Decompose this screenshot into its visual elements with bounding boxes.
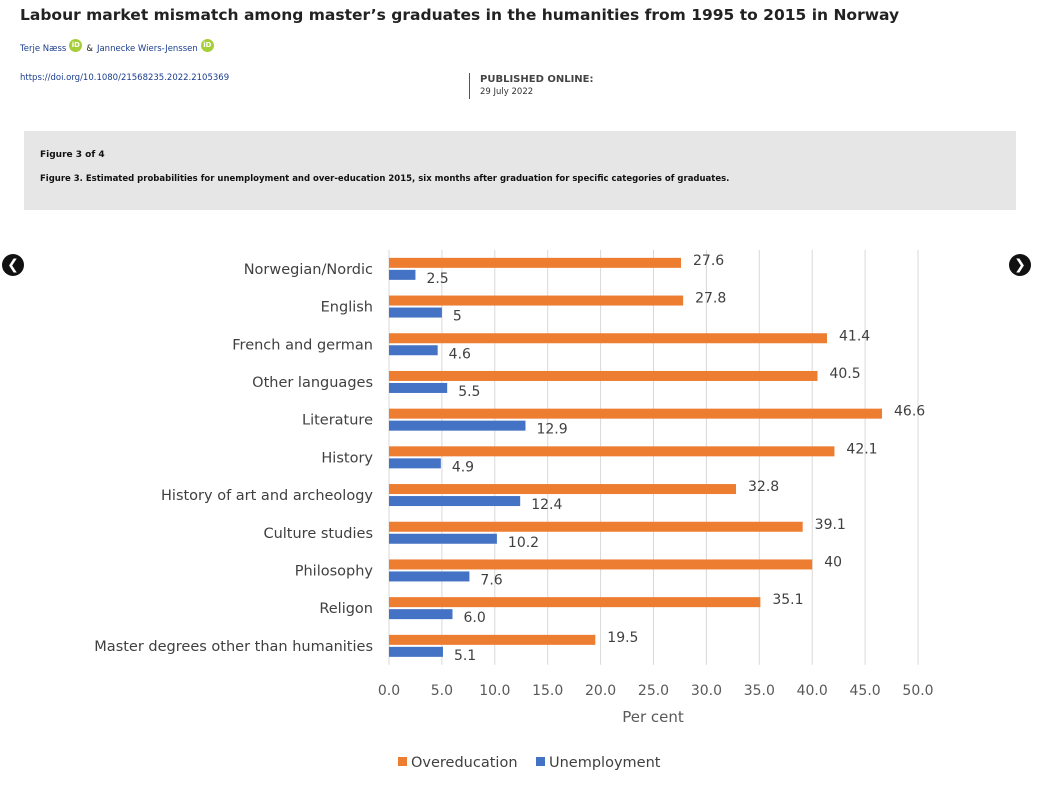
- figure-count: Figure 3 of 4: [40, 150, 105, 160]
- overeducation-bar: [389, 634, 596, 645]
- category-label: Master degrees other than humanities: [94, 639, 373, 655]
- unemployment-value-label: 4.9: [452, 459, 474, 475]
- unemployment-value-label: 10.2: [508, 535, 539, 551]
- unemployment-bar: [389, 382, 448, 393]
- overeducation-bar: [389, 597, 761, 608]
- overeducation-bar: [389, 370, 818, 381]
- figure-caption: Figure 3. Estimated probabilities for un…: [40, 174, 730, 184]
- unemployment-bar: [389, 533, 497, 544]
- x-tick-label: 0.0: [378, 683, 400, 699]
- category-label: Religon: [319, 601, 373, 617]
- unemployment-value-label: 12.9: [536, 422, 567, 438]
- overeducation-bar: [389, 559, 813, 570]
- overeducation-bar: [389, 408, 883, 419]
- x-tick-label: 10.0: [479, 683, 510, 699]
- previous-figure-button[interactable]: ❮: [2, 254, 24, 276]
- legend-label-unemployment: Unemployment: [549, 755, 661, 771]
- legend-swatch-unemployment: [536, 757, 545, 766]
- author-link-1[interactable]: Terje Næss: [20, 43, 67, 54]
- unemployment-value-label: 5: [453, 309, 462, 325]
- category-label: Philosophy: [295, 563, 374, 579]
- unemployment-value-label: 6.0: [463, 610, 485, 626]
- unemployment-value-label: 7.6: [480, 572, 502, 588]
- overeducation-value-label: 46.6: [894, 404, 925, 420]
- unemployment-value-label: 5.5: [458, 384, 480, 400]
- category-label: History: [321, 450, 373, 466]
- author-list: Terje Næss iD & Jannecke Wiers-Jenssen i…: [20, 39, 218, 55]
- unemployment-bar: [389, 345, 438, 356]
- overeducation-value-label: 19.5: [607, 630, 638, 646]
- orcid-icon[interactable]: iD: [200, 39, 214, 52]
- x-axis-title: Per cent: [622, 708, 684, 726]
- overeducation-bar: [389, 257, 682, 268]
- unemployment-value-label: 12.4: [531, 497, 562, 513]
- overeducation-value-label: 27.8: [695, 291, 726, 307]
- overeducation-value-label: 32.8: [748, 479, 779, 495]
- x-tick-label: 50.0: [902, 683, 933, 699]
- overeducation-value-label: 42.1: [846, 441, 877, 457]
- chevron-left-icon: ❮: [7, 257, 19, 273]
- unemployment-value-label: 5.1: [454, 648, 476, 664]
- x-tick-label: 20.0: [585, 683, 616, 699]
- x-tick-label: 45.0: [850, 683, 881, 699]
- unemployment-bar: [389, 307, 442, 318]
- x-tick-label: 35.0: [744, 683, 775, 699]
- category-label: Literature: [302, 413, 373, 429]
- unemployment-bar: [389, 458, 441, 469]
- overeducation-value-label: 35.1: [772, 592, 803, 608]
- category-label: Culture studies: [263, 526, 373, 542]
- overeducation-bar: [389, 295, 684, 306]
- overeducation-bar: [389, 333, 828, 344]
- published-info: PUBLISHED ONLINE: 29 July 2022: [469, 73, 594, 99]
- unemployment-bar: [389, 609, 453, 620]
- overeducation-bar: [389, 484, 737, 495]
- overeducation-value-label: 39.1: [815, 517, 846, 533]
- next-figure-button[interactable]: ❯: [1009, 254, 1031, 276]
- x-tick-label: 40.0: [797, 683, 828, 699]
- category-label: French and german: [232, 337, 373, 353]
- category-label: English: [321, 300, 373, 316]
- overeducation-value-label: 40: [824, 554, 842, 570]
- author-link-2[interactable]: Jannecke Wiers-Jenssen: [96, 43, 198, 54]
- overeducation-value-label: 40.5: [829, 366, 860, 382]
- orcid-icon[interactable]: iD: [69, 39, 83, 52]
- author-separator: &: [86, 43, 93, 54]
- unemployment-bar: [389, 646, 443, 657]
- legend-label-overeducation: Overeducation: [411, 755, 518, 771]
- published-date: 29 July 2022: [480, 87, 534, 97]
- figure-caption-panel: Figure 3 of 4 Figure 3. Estimated probab…: [24, 131, 1016, 210]
- category-label: Other languages: [252, 375, 373, 391]
- legend-swatch-overeducation: [398, 757, 407, 766]
- x-tick-label: 25.0: [638, 683, 669, 699]
- x-tick-label: 30.0: [691, 683, 722, 699]
- x-tick-label: 15.0: [532, 683, 563, 699]
- article-title: Labour market mismatch among master’s gr…: [20, 6, 900, 24]
- overeducation-bar: [389, 446, 835, 457]
- unemployment-bar: [389, 269, 416, 280]
- published-label: PUBLISHED ONLINE:: [480, 74, 594, 85]
- unemployment-bar: [389, 496, 521, 507]
- unemployment-value-label: 2.5: [426, 271, 448, 287]
- unemployment-value-label: 4.6: [449, 346, 471, 362]
- x-tick-label: 5.0: [431, 683, 453, 699]
- unemployment-bar: [389, 420, 526, 431]
- chevron-right-icon: ❯: [1014, 257, 1026, 273]
- category-label: Norwegian/Nordic: [244, 262, 373, 278]
- doi-link[interactable]: https://doi.org/10.1080/21568235.2022.21…: [20, 73, 230, 83]
- category-label: History of art and archeology: [161, 488, 373, 504]
- overeducation-value-label: 41.4: [839, 328, 870, 344]
- overeducation-value-label: 27.6: [693, 253, 724, 269]
- unemployment-bar: [389, 571, 470, 582]
- overeducation-bar: [389, 521, 803, 532]
